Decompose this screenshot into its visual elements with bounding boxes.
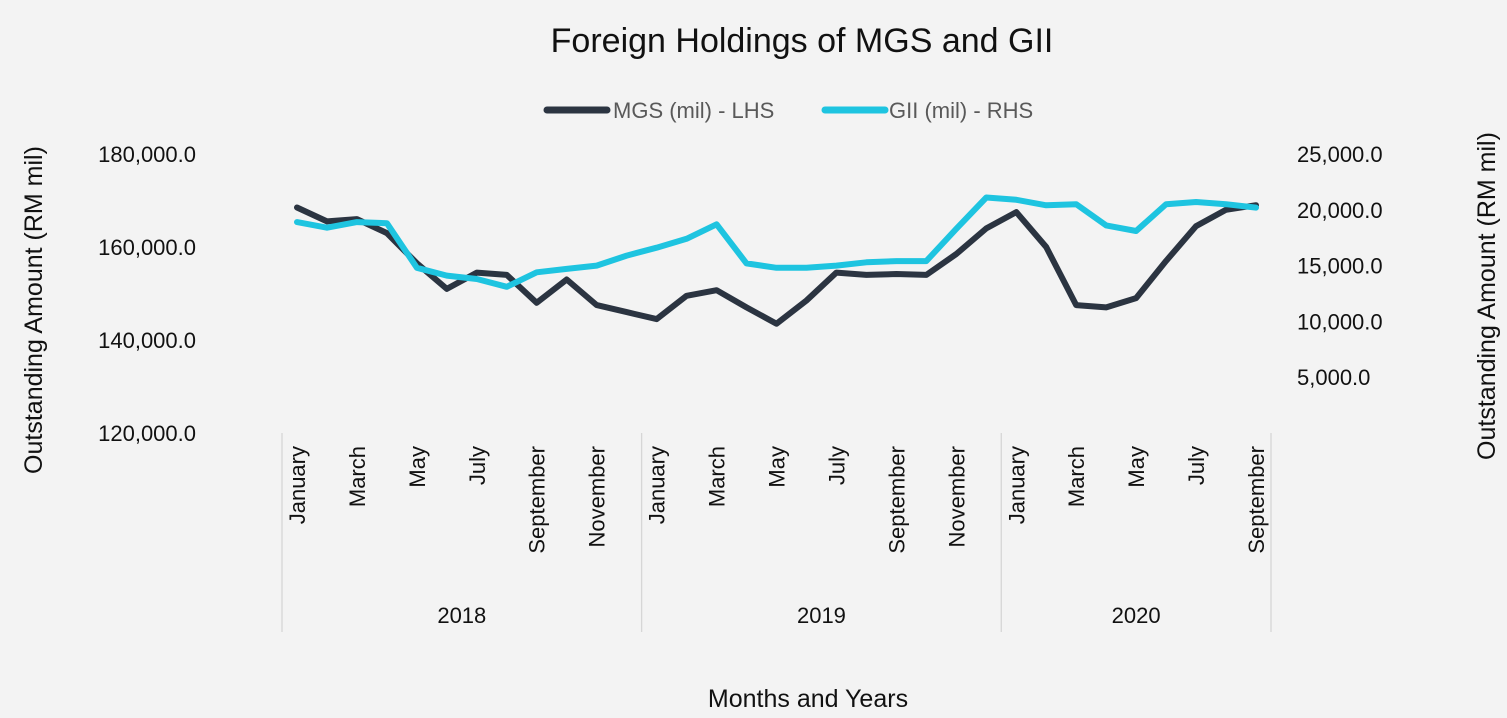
x-year-label: 2020 [1112,603,1161,628]
x-month-tick-label: May [765,446,790,488]
series-line-gii [294,194,1259,290]
y-left-tick-label: 120,000.0 [98,421,196,446]
x-month-tick-label: May [405,446,430,488]
y-right-tick-label: 5,000.0 [1297,365,1370,390]
y-right-tick-label: 10,000.0 [1297,309,1383,334]
x-axis: 2018 2019 2020 January March May July September… [281,433,1272,632]
y-left-tick-label: 180,000.0 [98,142,196,167]
x-month-tick-label: July [465,446,490,485]
x-month-tick-label: July [824,446,849,485]
x-axis-title: Months and Years [708,685,908,713]
x-year-label: 2019 [797,603,846,628]
x-month-tick-label: March [1064,446,1089,507]
x-month-tick-label: January [645,446,670,524]
x-month-tick-label: November [944,446,969,547]
series-line-mgs [294,202,1259,327]
y-axis-title-left: Outstanding Amount (RM mil) [20,146,48,474]
y-axis-title-right: Outstanding Amount (RM mil) [1473,132,1501,460]
x-month-tick-label: May [1124,446,1149,488]
x-month-tick-label: July [1184,446,1209,485]
legend-label-mgs: MGS (mil) - LHS [613,98,774,123]
x-month-tick-label: March [705,446,730,507]
x-month-tick-label: September [884,446,909,554]
x-year-label: 2018 [437,603,486,628]
plot-lines [294,194,1259,327]
legend: MGS (mil) - LHS GII (mil) - RHS [543,98,1033,123]
x-month-tick-label: January [285,446,310,524]
y-right-tick-label: 25,000.0 [1297,142,1383,167]
x-month-tick-label: January [1004,446,1029,524]
x-month-tick-label: September [1244,446,1269,554]
y-left-tick-label: 140,000.0 [98,328,196,353]
y-axis-right: 5,000.0 10,000.0 15,000.0 20,000.0 25,000.0 [1297,142,1383,390]
x-month-tick-label: September [525,446,550,554]
x-month-tick-label: March [345,446,370,507]
y-axis-left: 120,000.0 140,000.0 160,000.0 180,000.0 [98,142,196,446]
y-right-tick-label: 15,000.0 [1297,254,1383,279]
chart-title: Foreign Holdings of MGS and GII [551,22,1054,60]
x-month-tick-label: November [585,446,610,547]
legend-label-gii: GII (mil) - RHS [889,98,1033,123]
y-right-tick-label: 20,000.0 [1297,198,1383,223]
y-left-tick-label: 160,000.0 [98,235,196,260]
